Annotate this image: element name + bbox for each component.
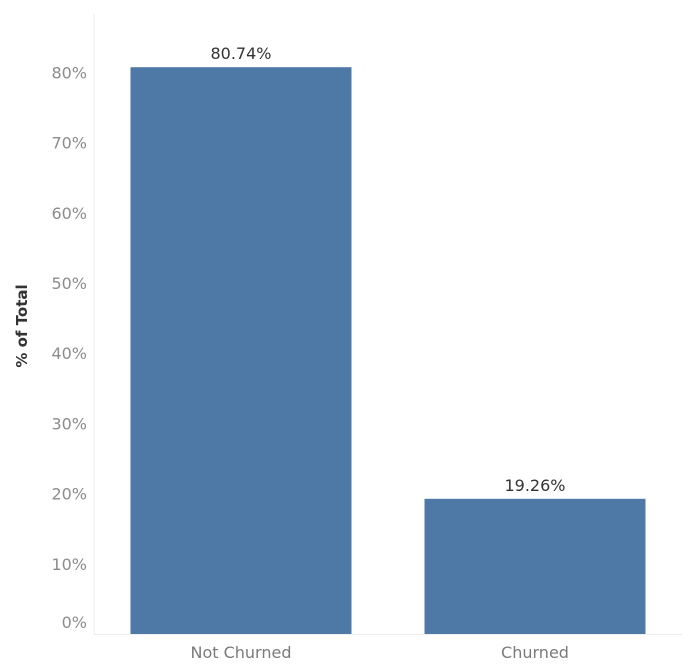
y-axis-title: % of Total [13, 284, 31, 367]
bars [130, 67, 646, 634]
x-category-label: Not Churned [190, 643, 291, 662]
bar [424, 498, 646, 634]
x-axis-categories: Not Churned Churned [190, 643, 568, 662]
data-label: 19.26% [504, 476, 565, 495]
y-tick-label: 50% [51, 274, 87, 293]
y-tick-label: 80% [51, 63, 87, 82]
y-tick-label: 40% [51, 344, 87, 363]
y-tick-label: 60% [51, 204, 87, 223]
data-labels: 80.74% 19.26% [210, 44, 565, 495]
x-category-label: Churned [501, 643, 569, 662]
data-label: 80.74% [210, 44, 271, 63]
y-axis-ticks: 0% 10% 20% 30% 40% 50% 60% 70% 80% [51, 63, 87, 632]
y-tick-label: 70% [51, 134, 87, 153]
axis-lines [93, 14, 682, 635]
y-tick-label: 20% [51, 485, 87, 504]
y-tick-label: 0% [62, 613, 87, 632]
y-tick-label: 10% [51, 555, 87, 574]
bar [130, 67, 352, 634]
y-tick-label: 30% [51, 414, 87, 433]
